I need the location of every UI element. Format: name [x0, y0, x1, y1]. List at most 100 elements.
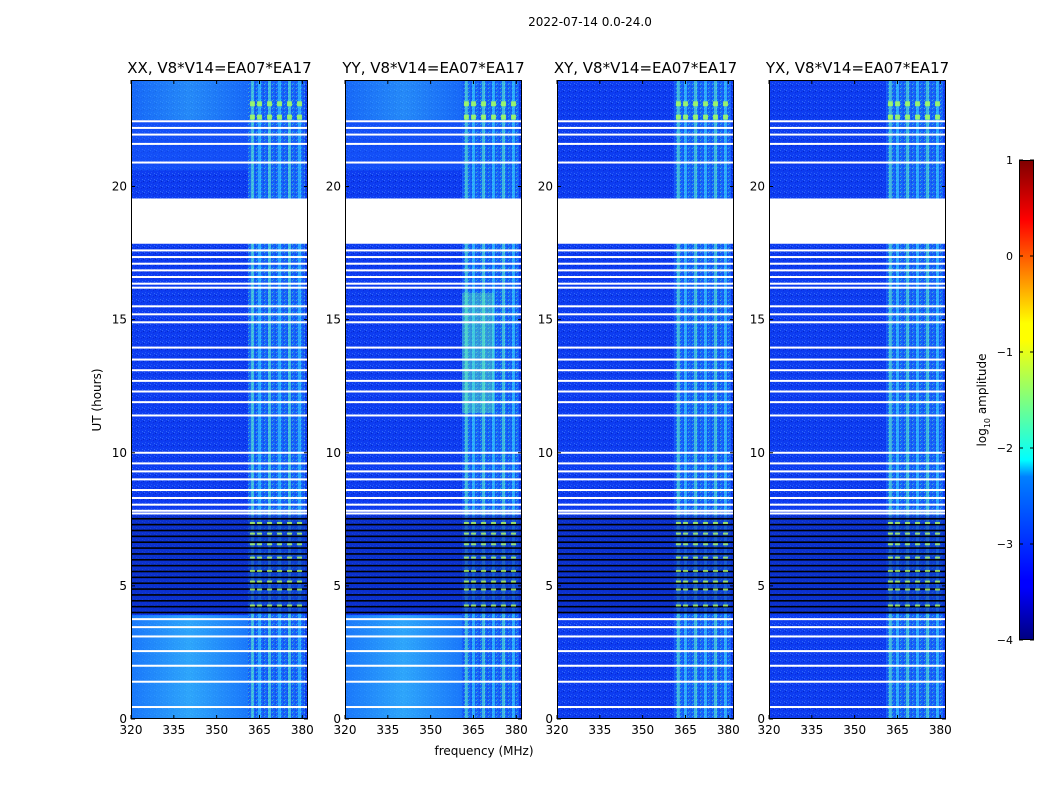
- rfi-hit: [297, 543, 303, 546]
- rfi-hit: [925, 521, 931, 524]
- flagged-line: [131, 509, 308, 512]
- plot-frame: [345, 80, 522, 719]
- dark-line: [557, 558, 734, 561]
- rfi-hit: [297, 532, 303, 535]
- rfi-hit: [723, 556, 729, 559]
- flagged-gap: [557, 198, 734, 244]
- rfi-hit: [277, 604, 283, 607]
- flagged-line: [557, 313, 734, 316]
- rfi-hit: [683, 556, 689, 559]
- x-tick-label: 365: [886, 723, 909, 737]
- rfi-hit: [915, 588, 921, 591]
- y-tick-label: 20: [112, 180, 127, 194]
- rfi-hit: [491, 580, 497, 583]
- rfi-hit: [511, 521, 517, 524]
- rfi-hit: [895, 556, 901, 559]
- flagged-line: [557, 286, 734, 289]
- flagged-line: [131, 262, 308, 265]
- rfi-hit: [471, 556, 477, 559]
- flagged-line: [345, 470, 522, 473]
- dark-line: [769, 611, 946, 614]
- flagged-line: [131, 512, 308, 515]
- rfi-hit: [481, 556, 487, 559]
- rfi-hit: [935, 114, 941, 120]
- rfi-hit: [935, 580, 941, 583]
- flagged-line: [131, 650, 308, 653]
- rfi-hit: [267, 521, 273, 524]
- rfi-hit: [723, 569, 729, 572]
- rfi-hit: [887, 604, 893, 607]
- rfi-hit: [491, 588, 497, 591]
- flagged-line: [557, 256, 734, 259]
- flagged-line: [131, 635, 308, 638]
- rfi-hit: [925, 604, 931, 607]
- rfi-hit: [511, 556, 517, 559]
- flagged-line: [131, 489, 308, 492]
- flagged-line: [769, 650, 946, 653]
- rfi-hit: [297, 556, 303, 559]
- rfi-hit: [683, 604, 689, 607]
- dark-line: [345, 517, 522, 520]
- heatmap-image: [345, 80, 522, 719]
- rfi-hit: [471, 580, 477, 583]
- rfi-hit: [935, 569, 941, 572]
- panel-title: YY, V8*V14=EA07*EA17: [341, 59, 524, 77]
- flagged-line: [345, 262, 522, 265]
- rfi-hit: [463, 114, 469, 120]
- rfi-hit: [915, 101, 921, 107]
- rfi-hit: [249, 580, 255, 583]
- dark-line: [131, 582, 308, 585]
- flagged-line: [557, 276, 734, 279]
- rfi-hit: [501, 543, 507, 546]
- rfi-stripe: [278, 80, 282, 719]
- rfi-hit: [905, 569, 911, 572]
- flagged-line: [131, 680, 308, 683]
- x-tick-label: 380: [717, 723, 740, 737]
- dark-line: [345, 605, 522, 608]
- rfi-hit: [703, 580, 709, 583]
- flagged-line: [345, 346, 522, 349]
- flagged-line: [769, 379, 946, 382]
- rfi-hit: [915, 532, 921, 535]
- flagged-line: [557, 120, 734, 123]
- flagged-line: [345, 321, 522, 324]
- dark-line: [769, 564, 946, 567]
- rfi-hit: [703, 556, 709, 559]
- y-tick-label: 15: [326, 313, 341, 327]
- panel-title: XX, V8*V14=EA07*EA17: [127, 59, 311, 77]
- dark-line: [769, 535, 946, 538]
- dark-line: [557, 611, 734, 614]
- flagged-line: [557, 680, 734, 683]
- rfi-stripe: [512, 80, 516, 719]
- rfi-hit: [713, 532, 719, 535]
- continuum-region-low: [131, 615, 249, 719]
- rfi-hit: [481, 569, 487, 572]
- rfi-hit: [249, 604, 255, 607]
- flagged-line: [769, 489, 946, 492]
- rfi-hit: [257, 521, 263, 524]
- flagged-line: [769, 305, 946, 308]
- flagged-line: [345, 503, 522, 506]
- rfi-hit: [287, 114, 293, 120]
- rfi-hit: [713, 588, 719, 591]
- dark-band: [769, 515, 946, 614]
- flagged-line: [345, 390, 522, 393]
- flagged-line: [557, 635, 734, 638]
- rfi-stripe: [472, 80, 476, 719]
- flagged-line: [131, 120, 308, 123]
- x-axis-label: frequency (MHz): [434, 744, 533, 758]
- rfi-hit: [511, 543, 517, 546]
- flagged-line: [345, 133, 522, 136]
- rfi-hit: [925, 588, 931, 591]
- rfi-hit: [297, 101, 303, 107]
- rfi-hit: [491, 521, 497, 524]
- dark-line: [345, 535, 522, 538]
- flagged-line: [557, 509, 734, 512]
- flagged-line: [345, 269, 522, 272]
- plot-frame: [557, 80, 734, 719]
- flagged-line: [557, 478, 734, 481]
- rfi-stripe: [694, 80, 698, 719]
- rfi-hit: [925, 101, 931, 107]
- flagged-line: [345, 401, 522, 404]
- rfi-hit: [675, 521, 681, 524]
